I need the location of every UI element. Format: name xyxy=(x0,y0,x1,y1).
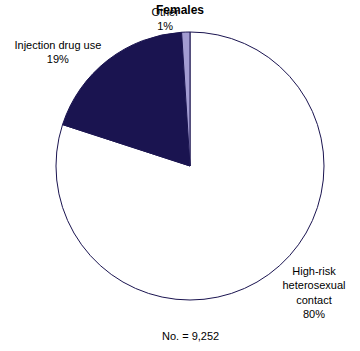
svg-text:Injection drug use19%: Injection drug use19% xyxy=(14,39,101,65)
svg-text:Other1%: Other1% xyxy=(151,6,179,32)
svg-text:Females: Females xyxy=(156,3,204,17)
svg-text:High-riskheterosexualcontact80: High-riskheterosexualcontact80% xyxy=(282,265,345,320)
svg-text:No. = 9,252: No. = 9,252 xyxy=(162,330,219,342)
